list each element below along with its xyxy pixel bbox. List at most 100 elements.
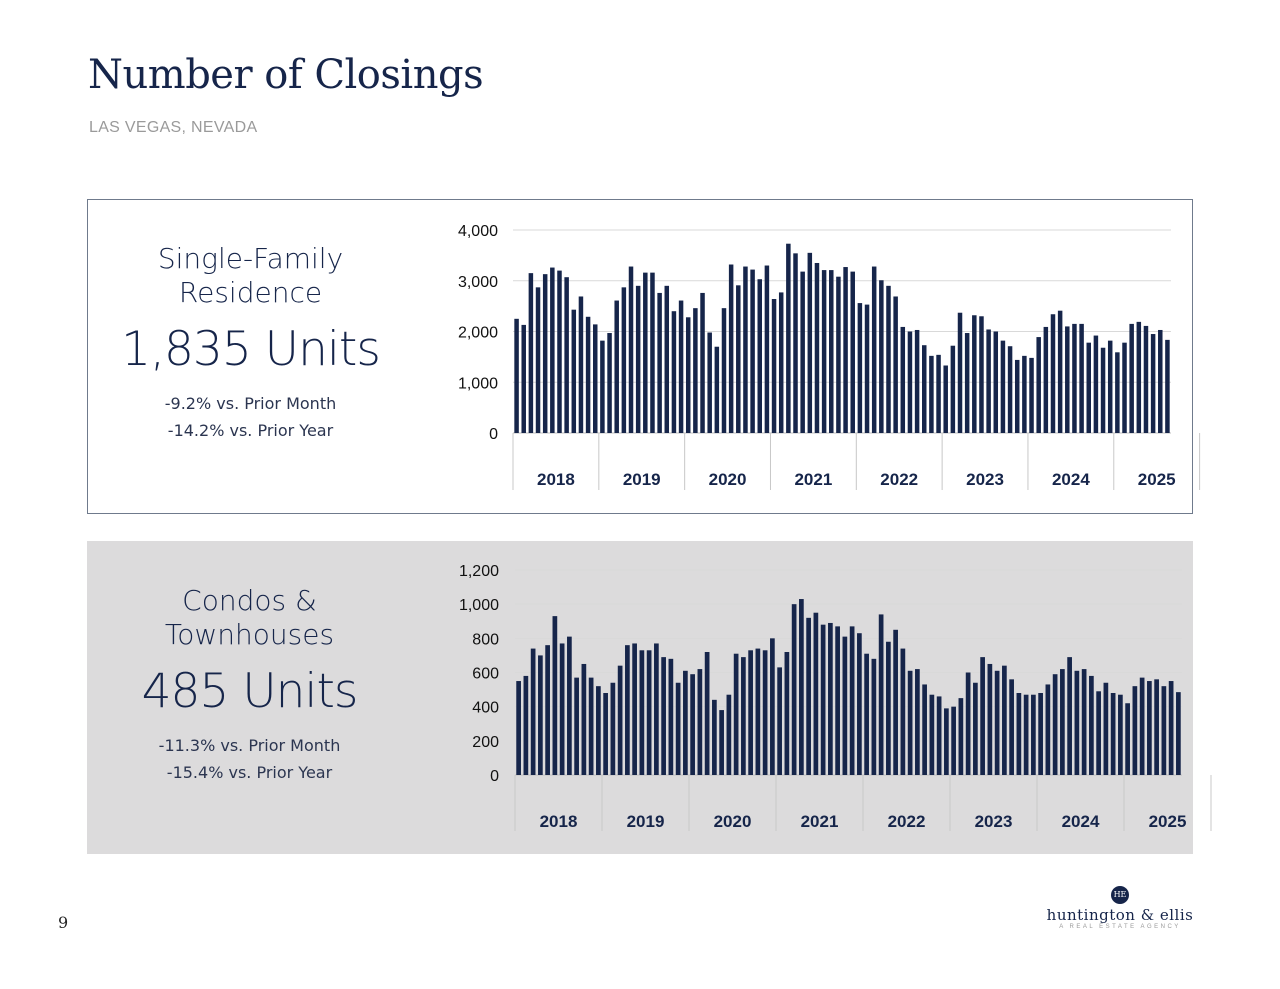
bar bbox=[664, 285, 670, 433]
bar bbox=[907, 331, 913, 433]
bar bbox=[1122, 342, 1127, 433]
bar bbox=[1014, 359, 1020, 433]
bar bbox=[849, 626, 855, 775]
bar bbox=[964, 333, 970, 433]
x-year-label: 2022 bbox=[888, 812, 926, 831]
bar bbox=[1103, 682, 1109, 775]
bar bbox=[617, 665, 623, 775]
bar bbox=[1110, 693, 1116, 775]
bar bbox=[871, 266, 877, 433]
bar bbox=[671, 311, 677, 433]
x-year-label: 2022 bbox=[880, 470, 918, 489]
bar bbox=[1079, 323, 1084, 433]
bar bbox=[733, 653, 739, 775]
bar bbox=[646, 650, 652, 775]
logo-mark-icon: HE bbox=[1111, 886, 1129, 904]
x-year-label: 2023 bbox=[975, 812, 1013, 831]
bar bbox=[550, 267, 555, 433]
bar bbox=[571, 309, 577, 433]
bar bbox=[965, 672, 971, 775]
bar bbox=[813, 612, 819, 775]
bar bbox=[842, 636, 848, 775]
bar bbox=[614, 300, 619, 433]
bar bbox=[871, 658, 877, 775]
page-number: 9 bbox=[58, 913, 69, 932]
x-year-label: 2018 bbox=[537, 470, 575, 489]
bar bbox=[523, 675, 529, 775]
bar bbox=[943, 365, 948, 433]
bar bbox=[683, 670, 688, 775]
bar bbox=[707, 332, 712, 433]
bar bbox=[530, 648, 536, 775]
bar bbox=[728, 264, 734, 433]
bar bbox=[1043, 326, 1049, 433]
sfr-heading-line1: Single-Family bbox=[157, 242, 344, 275]
bar bbox=[1168, 681, 1174, 775]
bar bbox=[736, 285, 741, 433]
bar bbox=[1002, 665, 1007, 775]
bar bbox=[607, 333, 612, 433]
bar bbox=[557, 270, 562, 433]
bar bbox=[600, 340, 605, 433]
bar bbox=[1074, 670, 1080, 775]
bar bbox=[542, 274, 548, 433]
bar bbox=[987, 663, 993, 775]
bar bbox=[828, 622, 833, 775]
y-tick-label: 1,000 bbox=[459, 597, 499, 614]
bar bbox=[1176, 692, 1181, 775]
x-year-label: 2021 bbox=[801, 812, 839, 831]
bar bbox=[922, 345, 927, 433]
bar bbox=[764, 265, 770, 433]
y-tick-label: 0 bbox=[490, 768, 499, 785]
x-year-label: 2025 bbox=[1149, 812, 1187, 831]
bar bbox=[994, 670, 1000, 775]
bar bbox=[654, 643, 659, 775]
bar bbox=[675, 682, 681, 775]
bar bbox=[929, 694, 935, 775]
bar bbox=[719, 710, 724, 775]
bar bbox=[1029, 357, 1034, 433]
sfr-yoy-change: -14.2% vs. Prior Year bbox=[167, 421, 334, 440]
y-tick-label: 4,000 bbox=[458, 223, 498, 240]
bar bbox=[914, 329, 920, 433]
bar bbox=[632, 643, 637, 775]
y-tick-label: 2,000 bbox=[458, 325, 498, 342]
x-year-label: 2018 bbox=[540, 812, 578, 831]
bar bbox=[564, 277, 569, 433]
bar bbox=[829, 270, 834, 433]
bar bbox=[1154, 679, 1159, 775]
bar bbox=[973, 682, 978, 775]
bar bbox=[879, 280, 884, 433]
bar bbox=[625, 645, 630, 775]
bar bbox=[786, 243, 791, 433]
bar bbox=[1129, 323, 1134, 433]
bar bbox=[1081, 669, 1087, 775]
page-title: Number of Closings bbox=[88, 52, 484, 98]
bar bbox=[864, 304, 870, 433]
bar bbox=[639, 650, 645, 775]
bar bbox=[777, 667, 782, 775]
bar bbox=[770, 638, 775, 775]
condo-heading-line1: Condos & bbox=[182, 584, 317, 617]
sfr-stats: Single-Family Residence 1,835 Units -9.2… bbox=[88, 242, 413, 444]
bar bbox=[1052, 674, 1058, 775]
bar bbox=[1118, 694, 1123, 775]
bar bbox=[1038, 693, 1043, 775]
bar bbox=[650, 272, 655, 433]
bar bbox=[979, 316, 984, 433]
bar bbox=[528, 273, 534, 433]
bar bbox=[1161, 686, 1167, 775]
bar bbox=[714, 346, 720, 433]
bar bbox=[741, 657, 746, 775]
bar bbox=[1057, 310, 1063, 433]
bar bbox=[1022, 355, 1027, 433]
bar bbox=[610, 682, 616, 775]
y-tick-label: 1,000 bbox=[458, 375, 498, 392]
bar bbox=[1107, 340, 1113, 433]
bar bbox=[1100, 347, 1106, 433]
bar bbox=[581, 663, 587, 775]
bar bbox=[1023, 694, 1029, 775]
bar bbox=[535, 287, 541, 433]
bar bbox=[514, 318, 519, 433]
bar bbox=[1096, 691, 1101, 775]
